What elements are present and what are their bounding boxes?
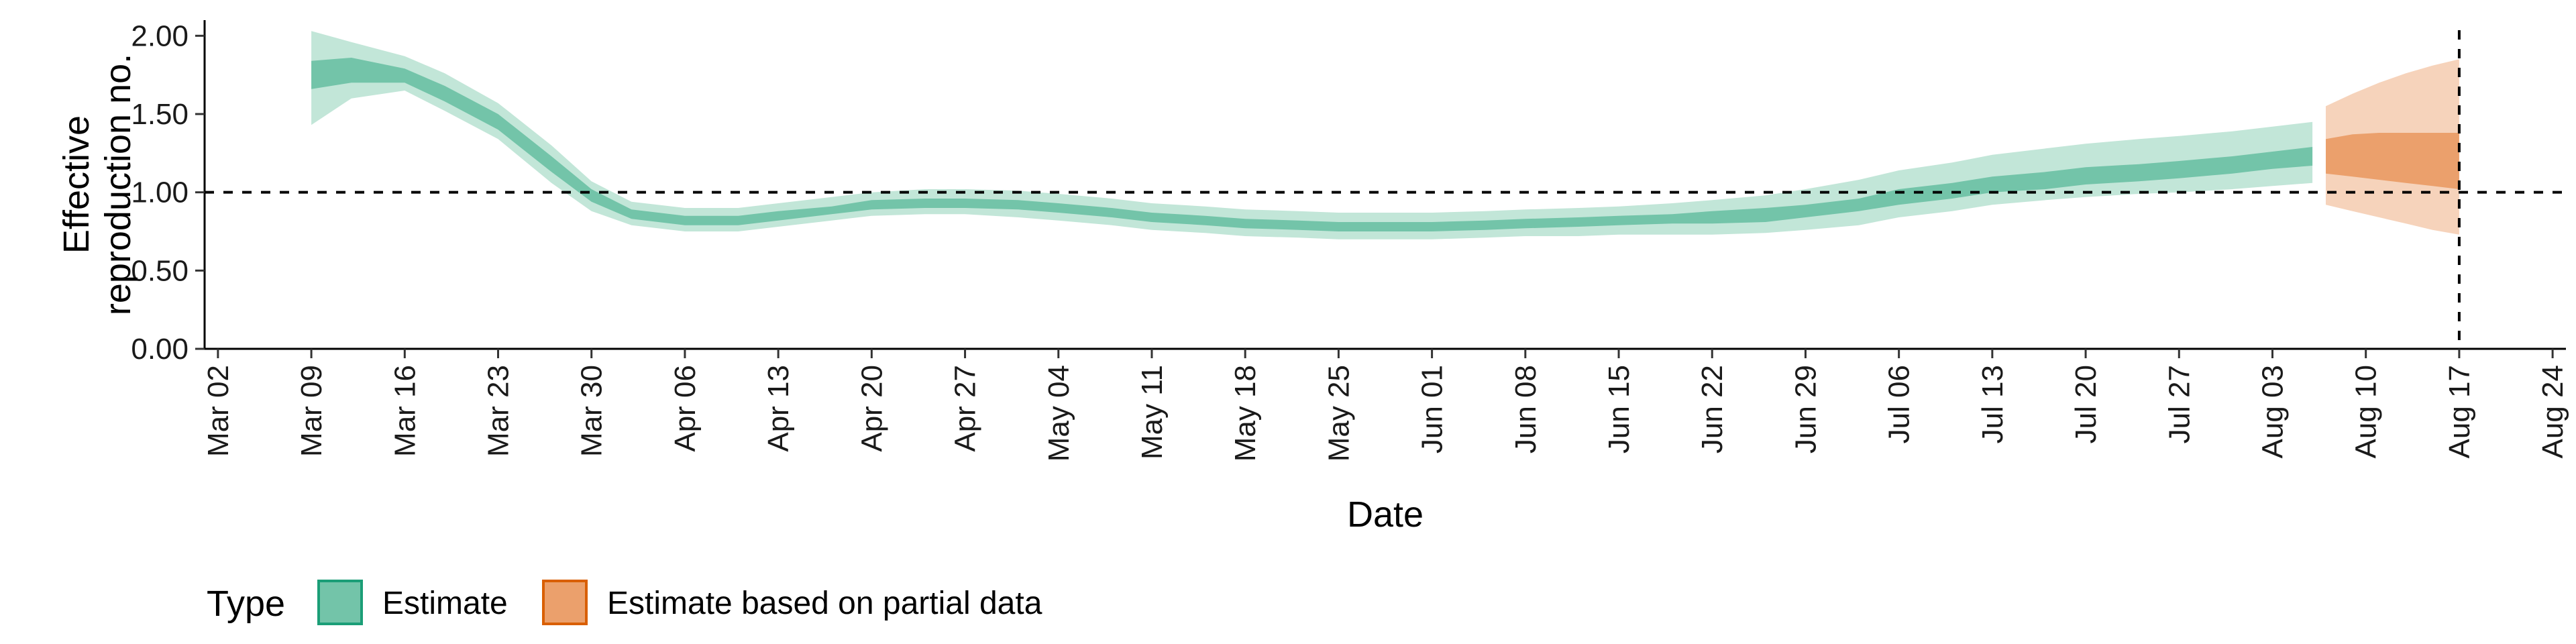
y-tick-label: 0.00 [131,333,189,366]
reference-lines [205,30,2566,349]
legend: Type Estimate Estimate based on partial da… [207,580,1042,625]
y-tick-label: 1.50 [131,98,189,131]
x-tick-label: Jun 29 [1789,365,1822,453]
y-axis-title-line: reproduction no. [98,54,138,315]
axes: 0.00 0.50 1.00 1.50 2.00 Mar 02 Mar 09 Mar 16 Ma… [131,19,2569,462]
legend-key [317,580,363,625]
uncertainty-bands [311,31,2459,239]
y-tick-label: 2.00 [131,19,189,52]
x-tick-label: Jul 06 [1883,365,1916,443]
axis-titles: Date Effectivereproduction no. [56,54,1424,535]
x-tick-label: Aug 24 [2536,365,2569,458]
x-tick-label: May 04 [1042,365,1075,462]
x-axis-title: Date [1347,494,1424,535]
x-tick-label: Apr 27 [949,365,982,452]
legend-key [542,580,588,625]
x-tick-label: Jun 01 [1416,365,1449,453]
x-tick-label: Aug 17 [2443,365,2476,458]
x-tick-label: May 25 [1322,365,1355,462]
legend-label: Estimate [382,586,508,621]
x-tick-label: May 18 [1229,365,1262,462]
x-tick-label: Jul 13 [1976,365,2009,443]
x-tick-label: Jul 27 [2163,365,2196,443]
x-tick-label: Aug 03 [2256,365,2289,458]
x-tick-label: Jun 22 [1696,365,1729,453]
x-tick-label: Mar 02 [202,365,235,457]
x-tick-label: Jun 15 [1603,365,1635,453]
y-tick-label: 0.50 [131,254,189,287]
y-axis-title-line: Effective [56,115,97,254]
x-tick-label: May 11 [1136,365,1169,460]
legend-title: Type [207,584,285,624]
x-tick-label: Aug 10 [2350,365,2383,458]
x-tick-label: Mar 30 [576,365,608,457]
y-tick-label: 1.00 [131,176,189,209]
x-tick-label: Jun 08 [1509,365,1542,453]
y-axis-title: Effectivereproduction no. [56,54,138,315]
series-1-band-50 [2326,133,2459,189]
x-tick-label: Jul 20 [2070,365,2102,443]
x-tick-label: Apr 20 [855,365,888,452]
series-0-band-50 [311,58,2313,231]
x-tick-label: Mar 23 [482,365,515,457]
x-tick-label: Apr 06 [669,365,702,452]
legend-label: Estimate based on partial data [607,586,1042,621]
x-tick-label: Mar 09 [295,365,328,457]
x-tick-label: Apr 13 [762,365,795,452]
x-tick-label: Mar 16 [388,365,421,457]
